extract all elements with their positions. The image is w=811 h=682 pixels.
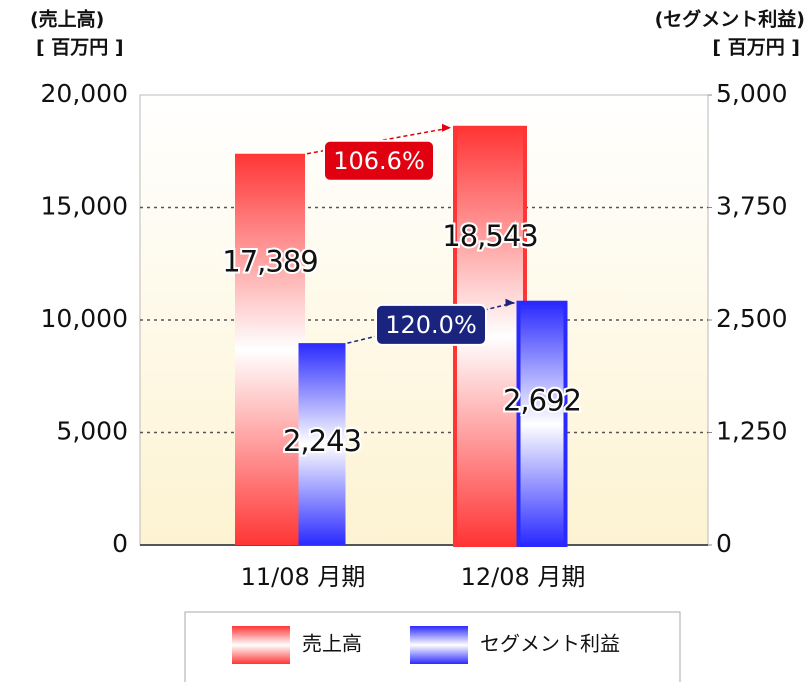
y2-tick-label: 5,000 (716, 79, 788, 108)
annotation: 120.0% (385, 311, 477, 339)
bar (516, 300, 568, 547)
y-tick-label: 20,000 (41, 79, 128, 108)
data-label: 2,692 (503, 384, 581, 418)
y2-tick-label: 3,750 (716, 192, 788, 221)
y-tick-label: 0 (112, 529, 128, 558)
bar (235, 153, 305, 545)
arrow-head (505, 298, 515, 307)
legend-swatch (232, 626, 290, 664)
annotation-box (375, 303, 487, 346)
y2-axis-unit: [ 百万円 ] (712, 37, 800, 59)
y-axis-unit: [ 百万円 ] (36, 37, 124, 59)
data-label: 18,543 (442, 219, 537, 253)
data-label: 17,389 (222, 245, 317, 279)
y2-axis-title: (セグメント利益) (655, 8, 805, 31)
legend-label: セグメント利益 (480, 632, 620, 656)
arrow-head (442, 123, 451, 132)
x-tick-label: 12/08 月期 (461, 563, 586, 591)
y-tick-label: 15,000 (41, 192, 128, 221)
y-axis-title: (売上高) (30, 8, 104, 31)
y2-tick-label: 2,500 (716, 304, 788, 333)
y2-tick-label: 1,250 (716, 417, 788, 446)
legend-label: 売上高 (302, 632, 362, 656)
y2-tick-label: 0 (716, 529, 732, 558)
x-tick-label: 11/08 月期 (241, 563, 366, 591)
y-tick-label: 10,000 (41, 304, 128, 333)
bar (298, 343, 346, 545)
data-label: 2,243 (283, 424, 361, 458)
y-tick-label: 5,000 (56, 417, 128, 446)
annotation: 106.6% (333, 147, 425, 175)
annotation-box (323, 139, 435, 182)
legend-swatch (410, 626, 468, 664)
